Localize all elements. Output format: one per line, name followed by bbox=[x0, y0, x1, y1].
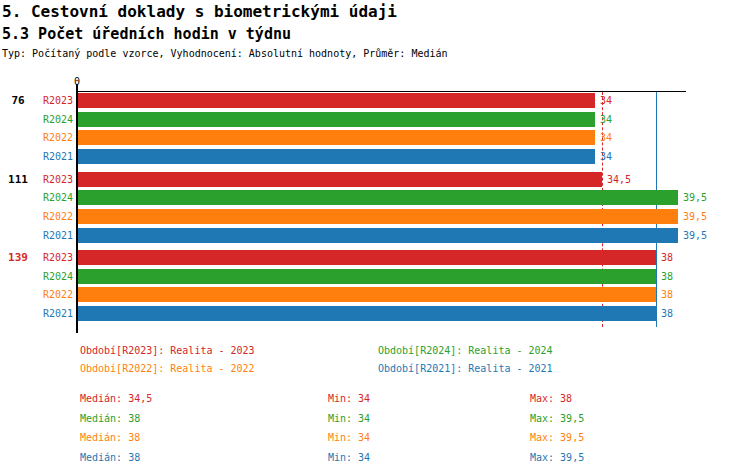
bar-series-label: R2021 bbox=[0, 308, 73, 319]
legend-item-r2021: Období[R2021]: Realita - 2021 bbox=[378, 363, 553, 375]
bar-series-label: R2022 bbox=[0, 211, 73, 222]
bar-series-label: R2021 bbox=[0, 230, 73, 241]
legend-item-r2022: Období[R2022]: Realita - 2022 bbox=[80, 363, 255, 375]
x-axis-line bbox=[77, 91, 686, 92]
bar-series-label: R2022 bbox=[0, 132, 73, 143]
bar-value-label: 38 bbox=[661, 271, 673, 282]
stat-min-r2022: Min: 34 bbox=[328, 432, 370, 444]
stat-median-r2024: Medián: 38 bbox=[80, 413, 140, 425]
bar-value-label: 38 bbox=[661, 252, 673, 263]
legend-item-r2023: Období[R2023]: Realita - 2023 bbox=[80, 345, 255, 357]
bar-series-label: R2024 bbox=[0, 192, 73, 203]
stat-max-r2024: Max: 39,5 bbox=[530, 413, 584, 425]
bar-value-label: 38 bbox=[661, 308, 673, 319]
bar-series-label: R2023 bbox=[0, 174, 73, 185]
bar-series-label: R2024 bbox=[0, 271, 73, 282]
bar-value-label: 38 bbox=[661, 289, 673, 300]
bar bbox=[78, 228, 678, 243]
bar bbox=[78, 112, 595, 127]
stat-max-r2021: Max: 39,5 bbox=[530, 452, 584, 464]
axis-zero-tick-label: 0 bbox=[71, 76, 83, 87]
bar bbox=[78, 149, 595, 164]
bar bbox=[78, 269, 656, 284]
stat-max-r2023: Max: 38 bbox=[530, 393, 572, 405]
bar bbox=[78, 306, 656, 321]
stat-median-r2023: Medián: 34,5 bbox=[80, 393, 152, 405]
bar bbox=[78, 287, 656, 302]
bar-value-label: 34 bbox=[600, 95, 612, 106]
stat-min-r2024: Min: 34 bbox=[328, 413, 370, 425]
stat-max-r2022: Max: 39,5 bbox=[530, 432, 584, 444]
y-axis-line bbox=[76, 84, 78, 333]
bar-value-label: 34 bbox=[600, 151, 612, 162]
bar-series-label: R2024 bbox=[0, 114, 73, 125]
bar bbox=[78, 172, 602, 187]
bar-series-label: R2022 bbox=[0, 289, 73, 300]
bar-series-label: R2023 bbox=[0, 95, 73, 106]
bar-value-label: 39,5 bbox=[683, 230, 707, 241]
bar-value-label: 34 bbox=[600, 132, 612, 143]
bar-value-label: 39,5 bbox=[683, 192, 707, 203]
bar bbox=[78, 250, 656, 265]
bar bbox=[78, 190, 678, 205]
legend-item-r2024: Období[R2024]: Realita - 2024 bbox=[378, 345, 553, 357]
bar-chart: 076R202334R202434R202234R202134111R20233… bbox=[0, 0, 750, 340]
bar-value-label: 39,5 bbox=[683, 211, 707, 222]
bar bbox=[78, 93, 595, 108]
bar bbox=[78, 209, 678, 224]
bar-value-label: 34 bbox=[600, 114, 612, 125]
stat-median-r2022: Medián: 38 bbox=[80, 432, 140, 444]
stat-min-r2021: Min: 34 bbox=[328, 452, 370, 464]
bar-series-label: R2021 bbox=[0, 151, 73, 162]
bar bbox=[78, 130, 595, 145]
stat-min-r2023: Min: 34 bbox=[328, 393, 370, 405]
bar-series-label: R2023 bbox=[0, 252, 73, 263]
stat-median-r2021: Medián: 38 bbox=[80, 452, 140, 464]
bar-value-label: 34,5 bbox=[607, 174, 631, 185]
